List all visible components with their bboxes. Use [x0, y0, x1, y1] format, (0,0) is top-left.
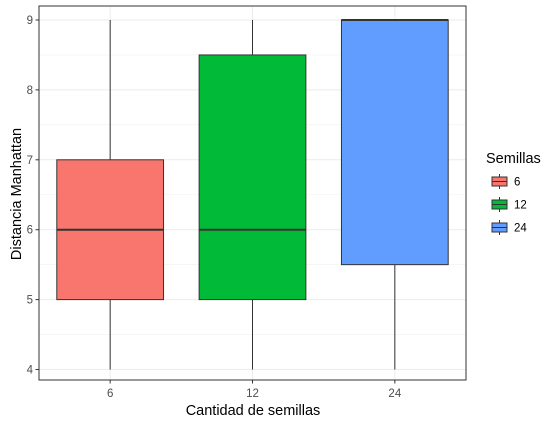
legend-label-24: 24 — [514, 223, 527, 235]
legend-key-24: 24 — [491, 220, 527, 235]
legend-keys: 6 12 24 — [491, 174, 527, 235]
y-tick-label: 6 — [27, 225, 33, 237]
y-tick-label: 9 — [27, 15, 33, 27]
legend-label-12: 12 — [514, 200, 527, 212]
x-tick-label: 24 — [388, 388, 401, 400]
y-tick-label: 7 — [27, 155, 33, 167]
x-axis-ticks: 6 12 24 — [107, 380, 402, 400]
box-12 — [198, 54, 307, 301]
y-tick-label: 8 — [27, 85, 33, 97]
y-tick-label: 4 — [27, 365, 34, 377]
box-group-24 — [340, 18, 449, 370]
box-series — [56, 18, 449, 370]
y-tick-label: 5 — [27, 295, 33, 307]
legend: Semillas 6 12 24 — [486, 151, 541, 235]
x-tick-label: 6 — [107, 388, 113, 400]
x-tick-label: 12 — [246, 388, 259, 400]
y-axis-title: Distancia Manhattan — [9, 128, 25, 260]
y-axis-ticks: 4 5 6 7 8 9 — [27, 15, 39, 377]
box-24 — [340, 19, 449, 266]
x-axis-title: Cantidad de semillas — [186, 403, 321, 419]
legend-key-6: 6 — [491, 174, 520, 189]
box-group-6 — [56, 19, 165, 370]
box-group-12 — [198, 19, 307, 370]
legend-label-6: 6 — [514, 177, 520, 189]
legend-key-12: 12 — [491, 197, 527, 212]
legend-title: Semillas — [486, 151, 541, 167]
